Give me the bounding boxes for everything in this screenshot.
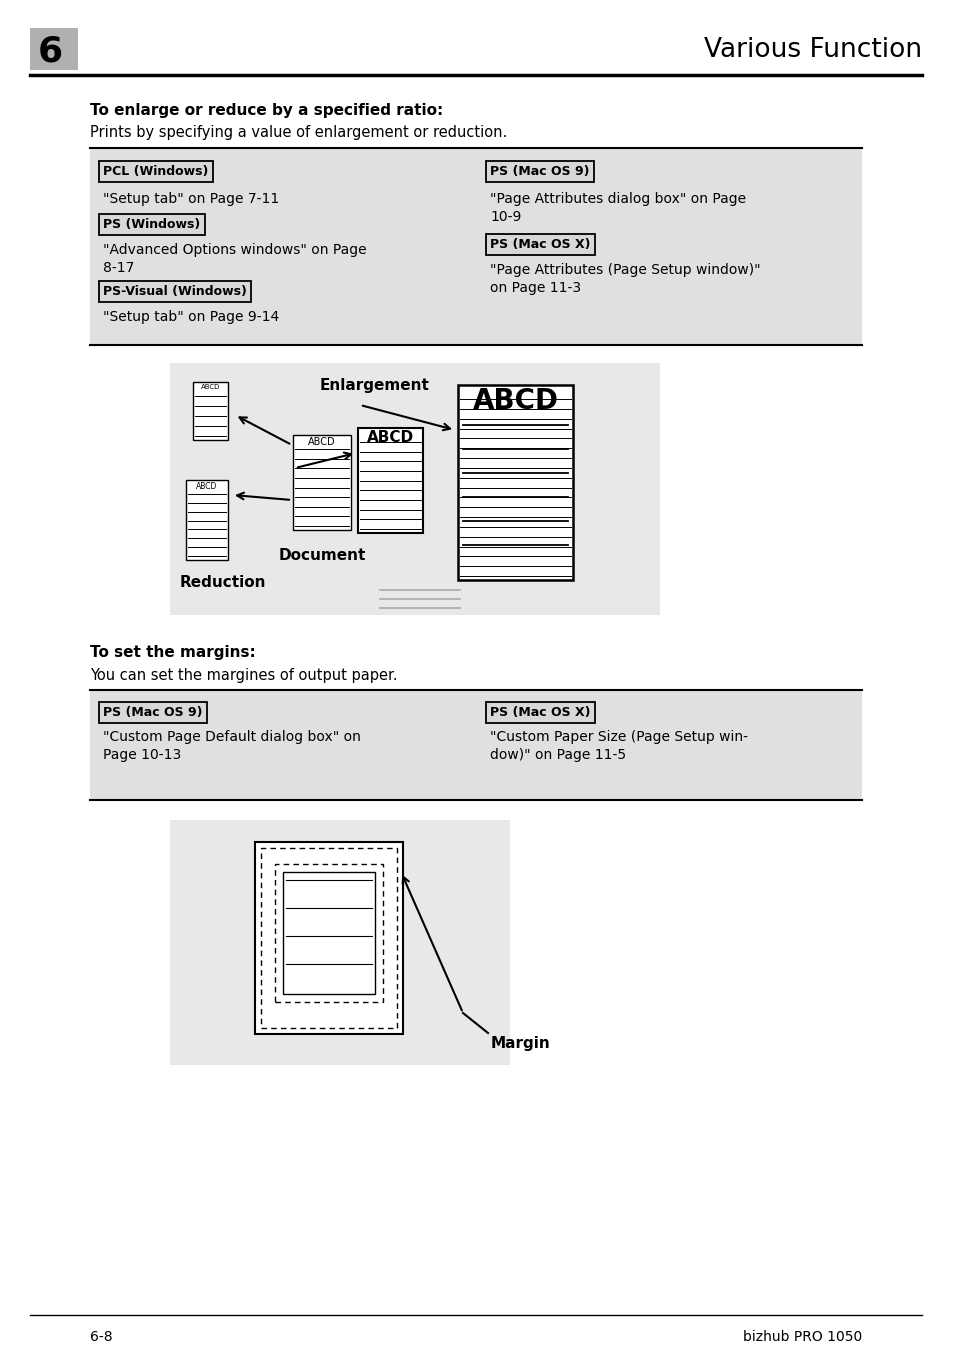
Text: PS (Mac OS X): PS (Mac OS X) (490, 706, 590, 718)
Text: ABCD: ABCD (367, 430, 414, 445)
Bar (274, 864, 382, 1002)
Text: "Custom Paper Size (Page Setup win-
dow)" on Page 11-5: "Custom Paper Size (Page Setup win- dow)… (490, 731, 747, 762)
Bar (90, 690, 862, 800)
Text: Prints by specifying a value of enlargement or reduction.: Prints by specifying a value of enlargem… (90, 125, 507, 140)
Text: bizhub PRO 1050: bizhub PRO 1050 (742, 1329, 862, 1344)
Bar (457, 386, 573, 580)
Text: "Setup tab" on Page 9-14: "Setup tab" on Page 9-14 (103, 310, 279, 325)
Text: PCL (Windows): PCL (Windows) (103, 166, 208, 178)
Text: ABCD: ABCD (472, 387, 558, 416)
Text: PS-Visual (Windows): PS-Visual (Windows) (103, 285, 247, 297)
Text: ABCD: ABCD (196, 482, 217, 492)
Text: PS (Mac OS 9): PS (Mac OS 9) (103, 706, 202, 718)
Text: ABCD: ABCD (200, 384, 220, 390)
Text: "Advanced Options windows" on Page
8-17: "Advanced Options windows" on Page 8-17 (103, 243, 366, 276)
Text: To enlarge or reduce by a specified ratio:: To enlarge or reduce by a specified rati… (90, 103, 443, 118)
Bar (357, 428, 422, 532)
Text: Margin: Margin (491, 1036, 550, 1051)
Text: Document: Document (278, 549, 365, 564)
Bar (193, 382, 228, 440)
Text: "Page Attributes dialog box" on Page
10-9: "Page Attributes dialog box" on Page 10-… (490, 191, 745, 224)
Text: PS (Windows): PS (Windows) (103, 219, 200, 231)
Bar (90, 148, 862, 345)
Text: "Page Attributes (Page Setup window)"
on Page 11-3: "Page Attributes (Page Setup window)" on… (490, 263, 760, 296)
Bar (293, 435, 351, 530)
Text: You can set the margines of output paper.: You can set the margines of output paper… (90, 668, 397, 683)
Text: Various Function: Various Function (703, 37, 921, 62)
Text: "Setup tab" on Page 7-11: "Setup tab" on Page 7-11 (103, 191, 279, 206)
Text: PS (Mac OS 9): PS (Mac OS 9) (490, 166, 589, 178)
Text: To set the margins:: To set the margins: (90, 645, 255, 660)
Text: Reduction: Reduction (180, 574, 266, 589)
Text: PS (Mac OS X): PS (Mac OS X) (490, 238, 590, 251)
Text: ABCD: ABCD (308, 437, 335, 447)
Bar (261, 847, 396, 1028)
Text: 6: 6 (38, 35, 63, 69)
Bar (283, 872, 375, 994)
Text: 6-8: 6-8 (90, 1329, 112, 1344)
Bar (30, 29, 78, 71)
Bar (254, 842, 402, 1033)
Text: Enlargement: Enlargement (320, 378, 430, 392)
Text: "Custom Page Default dialog box" on
Page 10-13: "Custom Page Default dialog box" on Page… (103, 731, 360, 762)
Bar (186, 479, 228, 559)
Bar (170, 363, 659, 615)
Bar (170, 820, 510, 1065)
